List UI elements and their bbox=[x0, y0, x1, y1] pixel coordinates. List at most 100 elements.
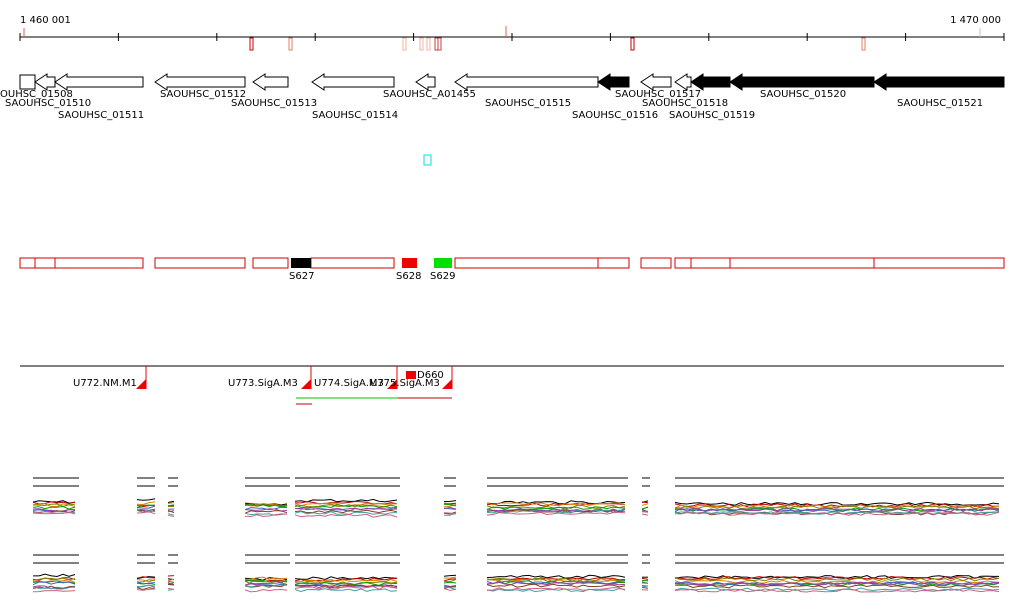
trace bbox=[167, 587, 175, 590]
gene-arrow bbox=[34, 73, 56, 91]
trace bbox=[32, 505, 76, 510]
segment bbox=[291, 258, 311, 268]
trace bbox=[486, 587, 626, 591]
trace bbox=[136, 501, 156, 506]
segment-label: S629 bbox=[430, 271, 455, 282]
trace bbox=[443, 586, 457, 589]
trace bbox=[486, 588, 626, 593]
trace bbox=[32, 585, 76, 590]
unit-flag bbox=[442, 379, 452, 389]
trace bbox=[294, 579, 398, 583]
unit-flag bbox=[301, 379, 311, 389]
trace bbox=[294, 585, 398, 590]
segment-outline bbox=[252, 257, 289, 269]
trace bbox=[443, 574, 457, 577]
trace bbox=[167, 502, 175, 504]
feature-box bbox=[437, 37, 442, 51]
feature-box bbox=[288, 37, 293, 51]
gene-box bbox=[19, 74, 36, 90]
trace bbox=[294, 510, 398, 515]
trace bbox=[167, 500, 175, 503]
trace bbox=[641, 513, 649, 516]
trace bbox=[136, 511, 156, 515]
gene-arrow bbox=[674, 73, 692, 91]
trace bbox=[136, 588, 156, 591]
trace bbox=[443, 500, 457, 503]
trace bbox=[167, 514, 175, 518]
trace bbox=[136, 576, 156, 579]
trace bbox=[443, 586, 457, 590]
trace bbox=[32, 511, 76, 515]
trace bbox=[443, 581, 457, 584]
gene-label: OUHSC_01508 bbox=[0, 89, 73, 100]
gene-label: SAOUHSC_01515 bbox=[485, 98, 571, 109]
trace bbox=[136, 504, 156, 508]
trace bbox=[674, 510, 1000, 515]
expression-traces bbox=[32, 477, 1004, 593]
segment bbox=[402, 258, 417, 268]
trace bbox=[136, 498, 156, 501]
gene-label: SAOUHSC_01519 bbox=[669, 110, 755, 121]
trace bbox=[294, 577, 398, 582]
trace bbox=[167, 509, 175, 514]
trace bbox=[486, 509, 626, 514]
gene-arrow bbox=[454, 73, 599, 91]
segment-outline bbox=[873, 257, 1005, 269]
trace bbox=[244, 584, 288, 589]
trace bbox=[32, 503, 76, 507]
trace bbox=[674, 581, 1000, 586]
gene-label: SAOUHSC_01510 bbox=[5, 98, 91, 109]
gene-arrow bbox=[154, 73, 246, 91]
feature-box bbox=[402, 37, 407, 51]
trace bbox=[136, 508, 156, 511]
trace bbox=[486, 577, 626, 582]
trace bbox=[245, 576, 288, 580]
unit-label: U772.NM.M1 bbox=[73, 378, 137, 389]
trace bbox=[641, 579, 649, 582]
feature-box bbox=[426, 37, 431, 51]
trace bbox=[294, 504, 398, 509]
trace bbox=[244, 512, 288, 516]
trace bbox=[167, 584, 175, 586]
trace bbox=[167, 513, 175, 516]
trace bbox=[674, 508, 1000, 513]
feature-box bbox=[630, 37, 635, 51]
trace bbox=[136, 509, 156, 513]
unit-flag bbox=[136, 379, 146, 389]
segment-outline bbox=[729, 257, 875, 269]
trace bbox=[674, 579, 1000, 584]
trace bbox=[641, 506, 649, 510]
segment-outline bbox=[310, 257, 395, 269]
trace bbox=[32, 511, 76, 515]
gene-label: SAOUHSC_01516 bbox=[572, 110, 658, 121]
trace bbox=[641, 577, 649, 580]
trace bbox=[486, 583, 626, 588]
ruler-start: 1 460 001 bbox=[20, 15, 71, 26]
trace bbox=[244, 510, 288, 514]
gene-label: SAOUHSC_01520 bbox=[760, 89, 846, 100]
gene-arrow bbox=[415, 73, 436, 91]
unit-label: U774.SigA.M3 bbox=[314, 378, 384, 389]
trace bbox=[443, 512, 457, 515]
cyan-mark bbox=[423, 154, 432, 166]
trace bbox=[641, 585, 649, 588]
trace bbox=[294, 504, 398, 509]
trace bbox=[443, 511, 457, 515]
trace bbox=[486, 506, 626, 510]
feature-box bbox=[419, 37, 424, 51]
segment-label: S628 bbox=[396, 271, 421, 282]
trace bbox=[486, 502, 626, 507]
segment-outline bbox=[674, 257, 692, 269]
trace bbox=[674, 588, 1000, 593]
trace bbox=[486, 578, 626, 583]
trace bbox=[294, 582, 398, 586]
gene-label: SAOUHSC_A01455 bbox=[383, 89, 476, 100]
trace bbox=[294, 576, 398, 581]
trace bbox=[244, 582, 288, 587]
unit-track: U772.NM.M1 U773.SigA.M3 U774.SigA.M3U775.S… bbox=[73, 366, 453, 405]
segment-outline bbox=[19, 257, 36, 269]
trace bbox=[244, 502, 288, 507]
trace bbox=[32, 586, 76, 590]
segment-outline bbox=[54, 257, 144, 269]
